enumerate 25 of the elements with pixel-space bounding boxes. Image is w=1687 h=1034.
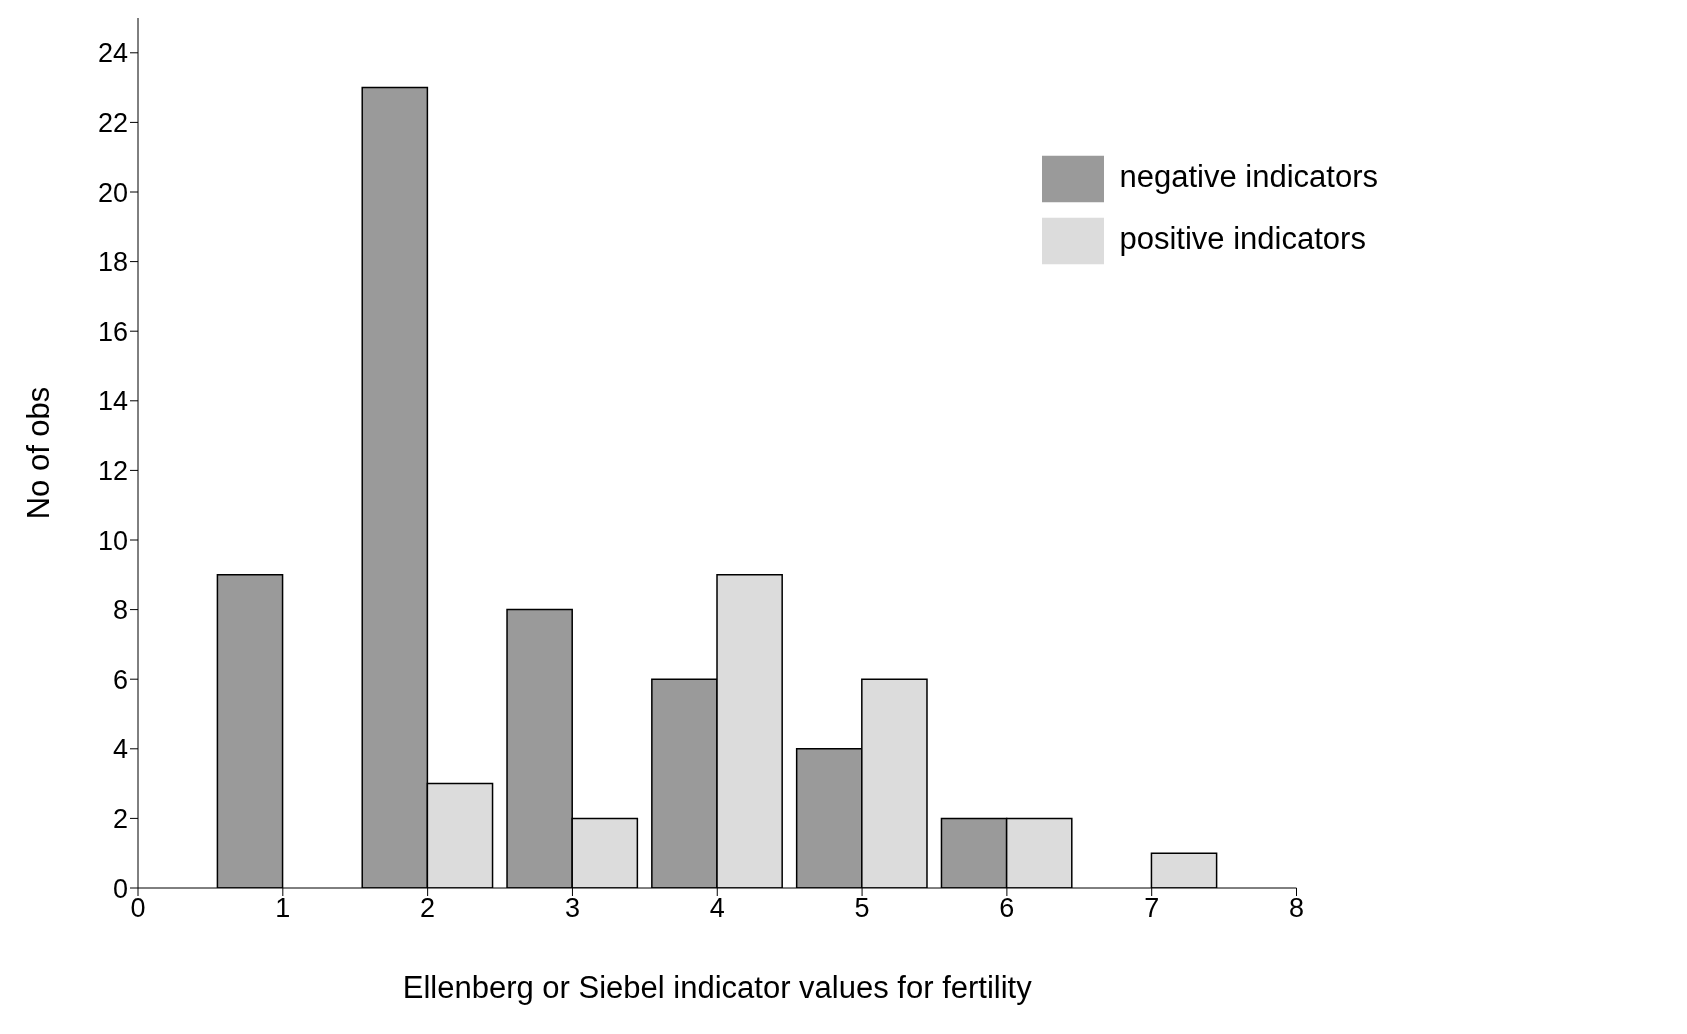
- x-tick-label: 2: [420, 893, 436, 924]
- legend-label: negative indicators: [1119, 159, 1378, 195]
- x-tick-label: 8: [1288, 893, 1305, 924]
- x-tick-label: 3: [564, 893, 580, 924]
- y-tick-label: 6: [112, 664, 128, 695]
- y-tick-label: 24: [97, 38, 128, 69]
- x-tick-label: 7: [1144, 893, 1160, 924]
- y-tick-label: 4: [112, 734, 128, 765]
- x-axis-title: Ellenberg or Siebel indicator values for fertility: [402, 970, 1033, 1005]
- y-tick-label: 20: [97, 177, 128, 208]
- y-tick-label: 12: [97, 455, 128, 486]
- legend-label: positive indicators: [1119, 221, 1366, 257]
- y-tick-label: 14: [97, 386, 128, 417]
- x-tick-label: 1: [275, 893, 291, 924]
- y-axis-title: No of obs: [21, 386, 57, 520]
- y-tick-label: 0: [112, 873, 128, 904]
- y-tick-label: 10: [97, 525, 128, 556]
- y-tick-label: 18: [97, 247, 128, 278]
- y-tick-label: 22: [97, 107, 128, 138]
- y-tick-label: 8: [112, 595, 128, 626]
- x-tick-label: 6: [999, 893, 1015, 924]
- x-tick-label: 4: [709, 893, 725, 924]
- x-tick-label: 5: [854, 893, 870, 924]
- y-tick-label: 2: [112, 803, 128, 834]
- y-tick-label: 16: [97, 316, 128, 347]
